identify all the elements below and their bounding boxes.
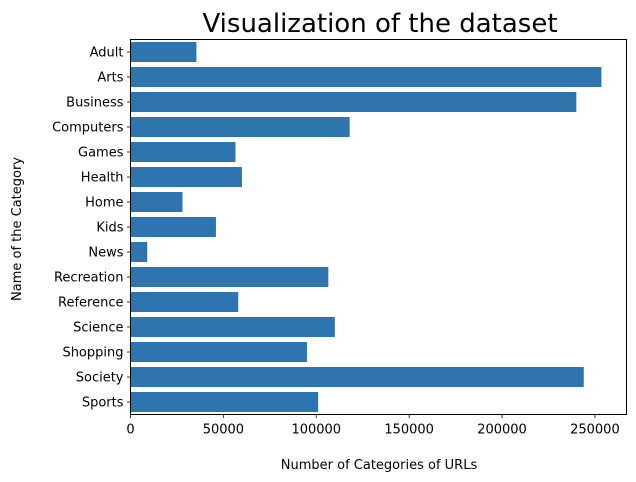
bar-news: [130, 242, 148, 262]
y-tick-label: Adult: [90, 46, 124, 61]
y-tick-label: Arts: [97, 71, 123, 86]
bar-business: [130, 92, 577, 112]
bar-health: [130, 167, 242, 187]
y-tick-label: Games: [78, 146, 124, 161]
y-tick-label: News: [88, 246, 123, 261]
bar-computers: [130, 117, 350, 137]
x-tick-label: 200000: [477, 423, 527, 438]
y-tick-label: Computers: [52, 121, 124, 136]
y-tick-label: Shopping: [62, 346, 123, 361]
y-tick-label: Kids: [96, 221, 123, 236]
bar-society: [130, 367, 584, 387]
y-tick-label: Recreation: [54, 271, 124, 286]
x-tick-label: 0: [126, 423, 134, 438]
bar-sports: [130, 392, 319, 412]
y-tick-labels: Adult Arts Business Computers Games Health Hom…: [52, 46, 131, 411]
y-tick-label: Home: [85, 196, 123, 211]
y-tick-label: Business: [66, 96, 124, 111]
chart-title: Visualization of the dataset: [202, 9, 557, 39]
bar-reference: [130, 292, 239, 312]
x-tick-label: 50000: [203, 423, 244, 438]
bar-science: [130, 317, 335, 337]
plot-frame: [130, 39, 627, 415]
bar-adult: [130, 42, 197, 62]
x-tick-label: 100000: [291, 423, 341, 438]
x-tick-label: 250000: [570, 423, 620, 438]
y-tick-label: Society: [76, 371, 124, 386]
bar-series: [130, 42, 602, 412]
bar-arts: [130, 67, 602, 87]
y-axis-label: Name of the Category: [10, 157, 25, 301]
x-tick-labels: 0 50000 100000 150000 200000 250000: [126, 414, 620, 438]
y-tick-label: Reference: [58, 296, 123, 311]
bar-recreation: [130, 267, 329, 287]
bar-games: [130, 142, 236, 162]
bar-shopping: [130, 342, 307, 362]
bar-home: [130, 192, 183, 212]
x-tick-label: 150000: [384, 423, 434, 438]
y-tick-label: Health: [81, 171, 124, 186]
x-axis-label: Number of Categories of URLs: [281, 458, 478, 473]
bar-kids: [130, 217, 216, 237]
y-tick-label: Sports: [82, 396, 124, 411]
y-tick-label: Science: [73, 321, 123, 336]
